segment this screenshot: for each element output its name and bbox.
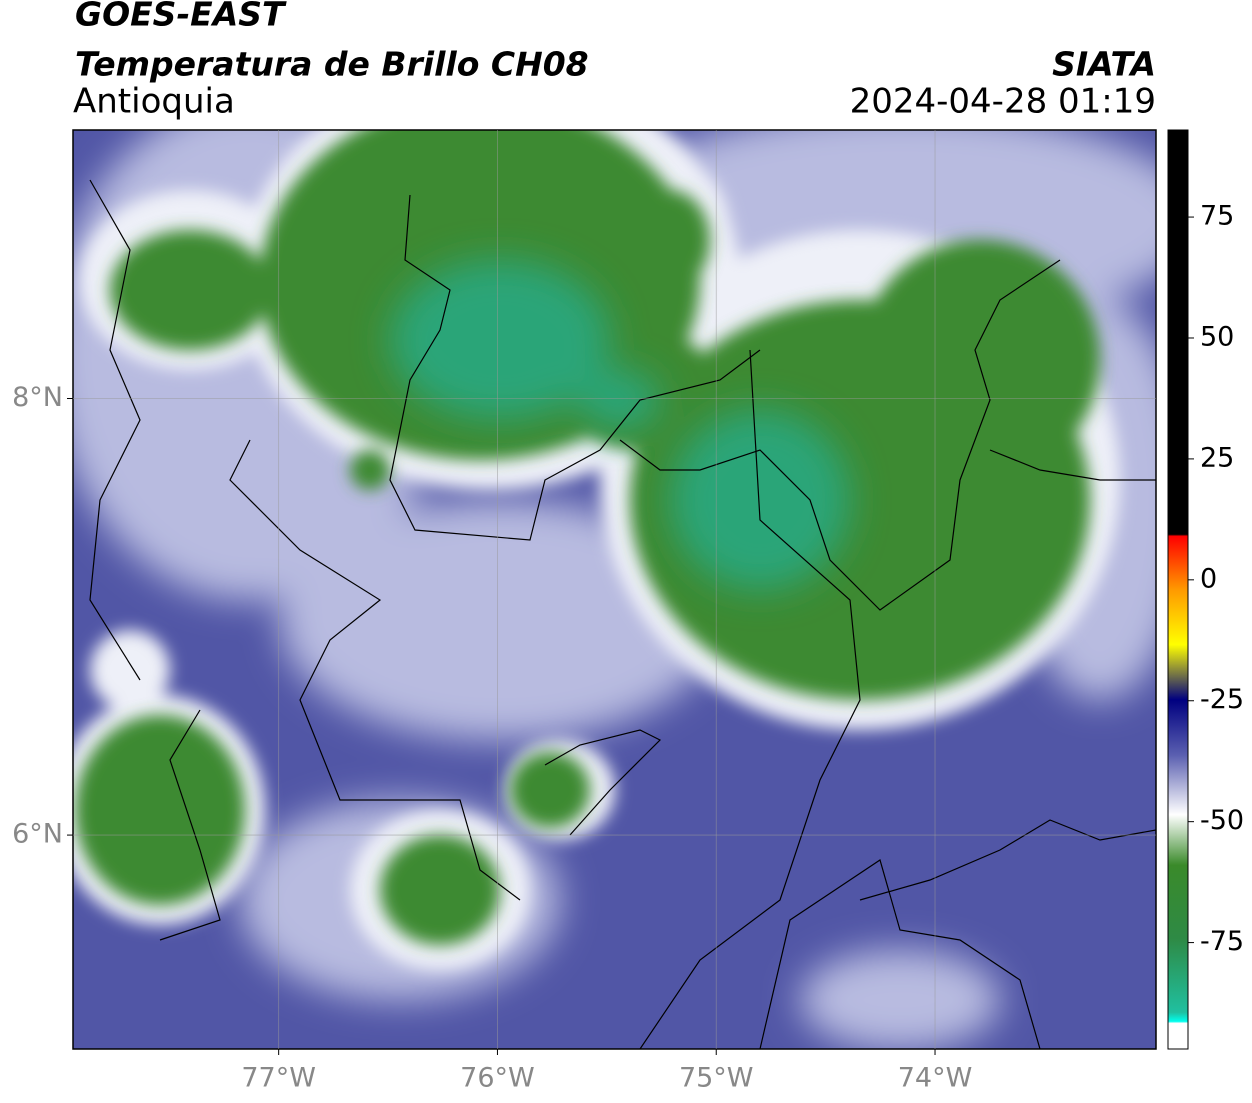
- colorbar-tick-label: 25: [1200, 442, 1234, 473]
- x-tick-label: 76°W: [460, 1063, 535, 1094]
- colorbar-tick-label: 0: [1200, 563, 1217, 594]
- y-tick-label: 6°N: [12, 819, 63, 850]
- colorbar-tick-label: 50: [1200, 321, 1234, 352]
- colorbar-tick-label: -25: [1200, 684, 1244, 715]
- colorbar-tick-label: -50: [1200, 805, 1244, 836]
- x-tick-label: 74°W: [898, 1063, 973, 1094]
- colorbar-tick-label: 75: [1200, 201, 1234, 232]
- colorbar-tick-label: -75: [1200, 926, 1244, 957]
- x-tick-label: 77°W: [241, 1063, 316, 1094]
- source: SIATA: [1052, 45, 1156, 84]
- map-frame: [72, 129, 1157, 1050]
- region: Antioquia: [73, 82, 235, 122]
- datetime: 2024-04-28 01:19: [850, 82, 1156, 122]
- title: GOES-EAST: [75, 0, 287, 34]
- map-image: [73, 130, 1156, 1049]
- x-tick-label: 75°W: [679, 1063, 754, 1094]
- subtitle: Temperatura de Brillo CH08: [75, 45, 589, 84]
- y-tick-label: 8°N: [12, 382, 63, 413]
- colorbar: [1167, 129, 1189, 1050]
